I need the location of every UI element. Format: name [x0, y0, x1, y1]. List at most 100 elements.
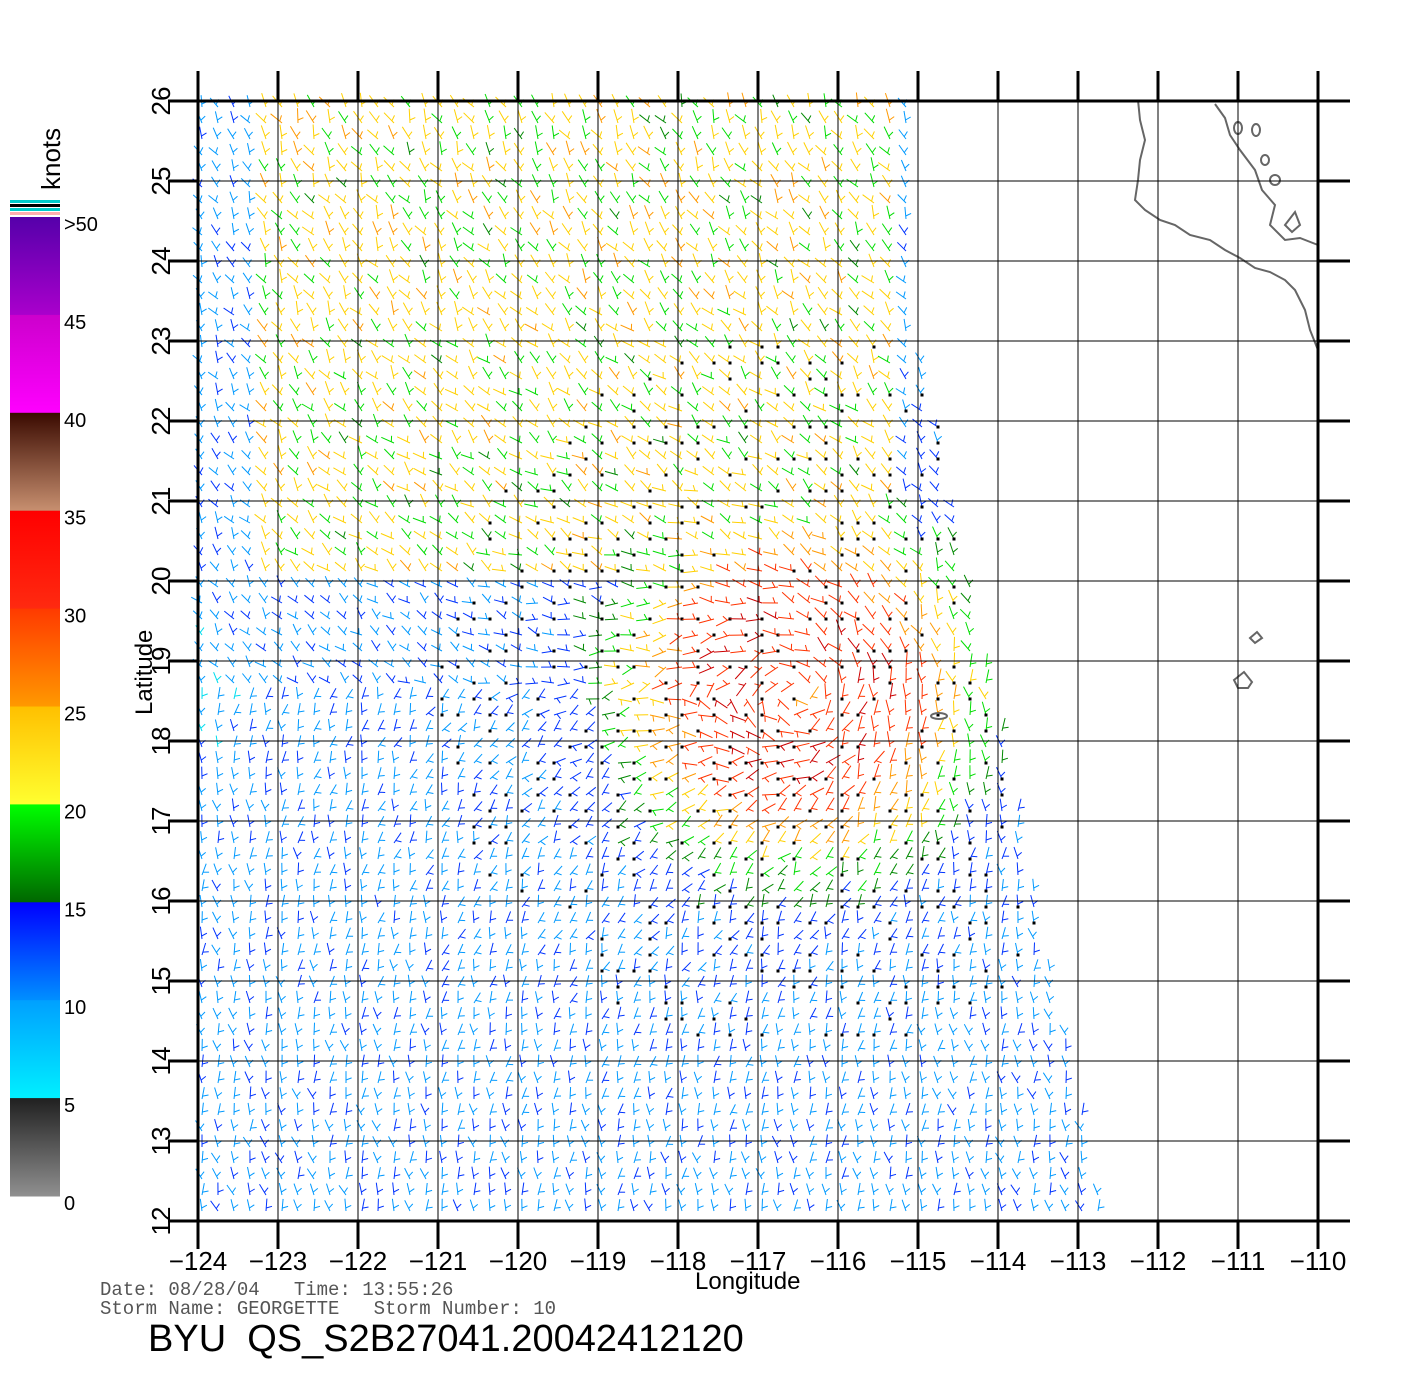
wind-vector: [624, 352, 635, 364]
wind-vector: [377, 767, 382, 780]
wind-barb: [631, 467, 636, 474]
wind-barb: [873, 356, 879, 361]
wind-barb: [563, 598, 568, 604]
wind-vector: [588, 307, 603, 316]
wind-vector: [864, 112, 875, 124]
wind-vector: [719, 528, 731, 540]
wind-barb: [313, 805, 320, 809]
rain-flag-marker: [504, 681, 508, 685]
wind-vector: [541, 632, 555, 636]
wind-vector: [208, 195, 219, 204]
wind-vector: [809, 818, 824, 828]
wind-barb: [390, 659, 393, 666]
wind-vector: [731, 472, 747, 476]
wind-barb: [507, 728, 514, 732]
wind-barb: [201, 308, 207, 313]
wind-barb: [572, 792, 578, 797]
wind-barb: [825, 693, 832, 697]
wind-barb: [217, 788, 224, 793]
wind-barb: [658, 679, 664, 685]
wind-vector: [699, 650, 715, 660]
wind-barb: [811, 840, 818, 845]
wind-barb: [664, 163, 670, 169]
wind-barb: [296, 339, 301, 345]
wind-vector: [793, 708, 809, 716]
wind-vector: [260, 541, 267, 556]
wind-barb: [343, 403, 346, 410]
wind-vector: [293, 477, 299, 492]
wind-barb: [409, 148, 415, 153]
colorbar-band: [10, 804, 60, 903]
wind-barb: [571, 808, 578, 812]
rain-flag-marker: [520, 585, 524, 589]
wind-vector: [903, 110, 907, 124]
wind-barb: [456, 451, 462, 457]
wind-vector: [448, 626, 459, 636]
wind-vector: [964, 798, 971, 812]
wind-barb: [265, 708, 272, 713]
wind-barb: [456, 163, 462, 169]
wind-vector: [449, 463, 459, 476]
wind-vector: [489, 816, 497, 828]
wind-barb: [444, 744, 450, 749]
wind-barb: [764, 825, 769, 832]
wind-vector: [336, 479, 347, 492]
wind-vector: [915, 352, 923, 364]
wind-barb: [484, 677, 488, 684]
rain-flag-marker: [968, 697, 972, 701]
wind-barb: [699, 792, 706, 796]
wind-vector: [398, 598, 411, 604]
wind-barb: [263, 339, 269, 345]
wind-vector: [698, 666, 715, 674]
wind-barb: [486, 451, 490, 458]
wind-barb: [492, 696, 498, 702]
wind-barb: [684, 763, 687, 770]
wind-vector: [229, 143, 235, 156]
wind-vector: [366, 129, 379, 140]
wind-barb: [232, 435, 238, 441]
wind-vector: [307, 477, 315, 492]
wind-barb: [264, 612, 271, 617]
wind-vector: [752, 682, 763, 697]
wind-vector: [809, 709, 826, 716]
wind-barb: [614, 483, 617, 490]
wind-barb: [792, 147, 798, 153]
wind-barb: [201, 260, 208, 265]
wind-barb: [359, 115, 364, 121]
wind-vector: [229, 783, 235, 796]
wind-barb: [663, 147, 666, 154]
rain-flag-marker: [760, 857, 764, 861]
wind-vector: [830, 129, 843, 140]
wind-vector: [208, 291, 219, 300]
wind-barb: [408, 323, 413, 329]
wind-barb: [760, 275, 766, 281]
rain-flag-marker: [632, 665, 636, 669]
wind-vector: [766, 305, 779, 316]
wind-barb: [953, 645, 960, 649]
wind-barb: [647, 291, 651, 298]
wind-vector: [818, 190, 827, 204]
wind-barb: [423, 323, 427, 330]
wind-vector: [477, 243, 491, 252]
wind-barb: [375, 547, 378, 554]
wind-barb: [360, 547, 366, 553]
wind-vector: [310, 317, 315, 332]
wind-barb: [918, 547, 921, 554]
wind-barb: [327, 435, 332, 441]
wind-barb: [405, 676, 408, 683]
wind-barb: [471, 483, 476, 490]
wind-vector: [873, 812, 877, 828]
wind-barb: [427, 856, 434, 859]
wind-barb: [215, 179, 221, 185]
wind-vector: [572, 517, 587, 524]
wind-barb: [724, 645, 728, 652]
wind-barb: [295, 259, 299, 266]
wind-barb: [394, 773, 401, 777]
rain-flag-marker: [680, 553, 684, 557]
wind-vector: [589, 586, 603, 590]
wind-vector: [934, 684, 939, 700]
wind-barb: [695, 195, 700, 201]
wind-vector: [215, 847, 219, 860]
wind-vector: [932, 526, 939, 540]
wind-vector: [809, 718, 821, 732]
